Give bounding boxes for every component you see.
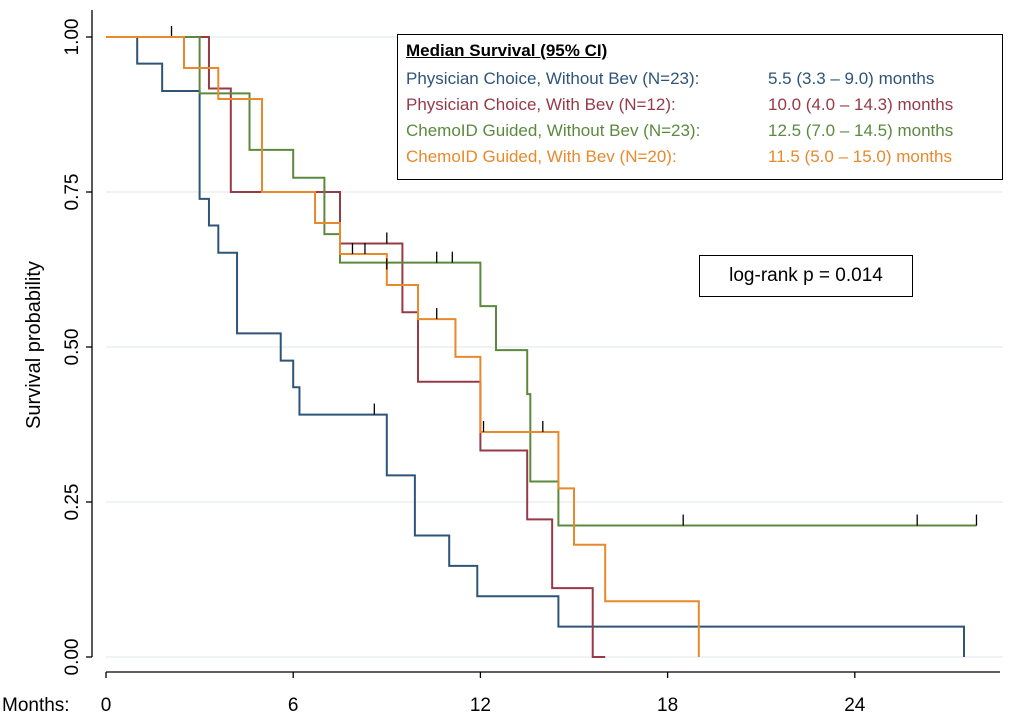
x-tick-label: 0 — [101, 695, 112, 716]
survival-curve-1 — [106, 36, 606, 658]
legend-label: Physician Choice, With Bev (N=12): — [406, 95, 676, 114]
y-tick-label: 0.50 — [62, 329, 83, 366]
y-tick-label: 0.75 — [62, 174, 83, 211]
y-axis-label: Survival probability — [23, 261, 45, 429]
legend-label: Physician Choice, Without Bev (N=23): — [406, 69, 700, 88]
legend-stat: 12.5 (7.0 – 14.5) months — [768, 121, 954, 140]
x-tick-label: 18 — [657, 695, 678, 716]
legend: Median Survival (95% CI) Physician Choic… — [397, 34, 1003, 180]
x-tick-label: 12 — [470, 695, 491, 716]
legend-label: ChemoID Guided, With Bev (N=20): — [406, 147, 677, 166]
legend-stat: 5.5 (3.3 – 9.0) months — [768, 69, 935, 88]
survival-curve-2 — [106, 36, 977, 527]
legend-label: ChemoID Guided, Without Bev (N=23): — [406, 121, 701, 140]
x-tick-label: 6 — [288, 695, 299, 716]
legend-stat: 10.0 (4.0 – 14.3) months — [768, 95, 954, 114]
survival-curves — [106, 26, 978, 658]
y-tick-label: 0.00 — [62, 639, 83, 676]
y-tick-label: 1.00 — [62, 19, 83, 56]
x-tick-label: 24 — [844, 695, 866, 716]
legend-stat: 11.5 (5.0 – 15.0) months — [768, 147, 952, 166]
axes: 0.00 0.25 0.50 0.75 1.00 0 6 12 18 24 — [62, 10, 1000, 716]
y-tick-label: 0.25 — [62, 484, 83, 521]
survival-curve-3 — [106, 36, 700, 657]
log-rank-annotation: log-rank p = 0.014 — [699, 255, 913, 297]
x-axis-label: Months: — [2, 695, 70, 716]
legend-title: Median Survival (95% CI) — [406, 41, 608, 60]
